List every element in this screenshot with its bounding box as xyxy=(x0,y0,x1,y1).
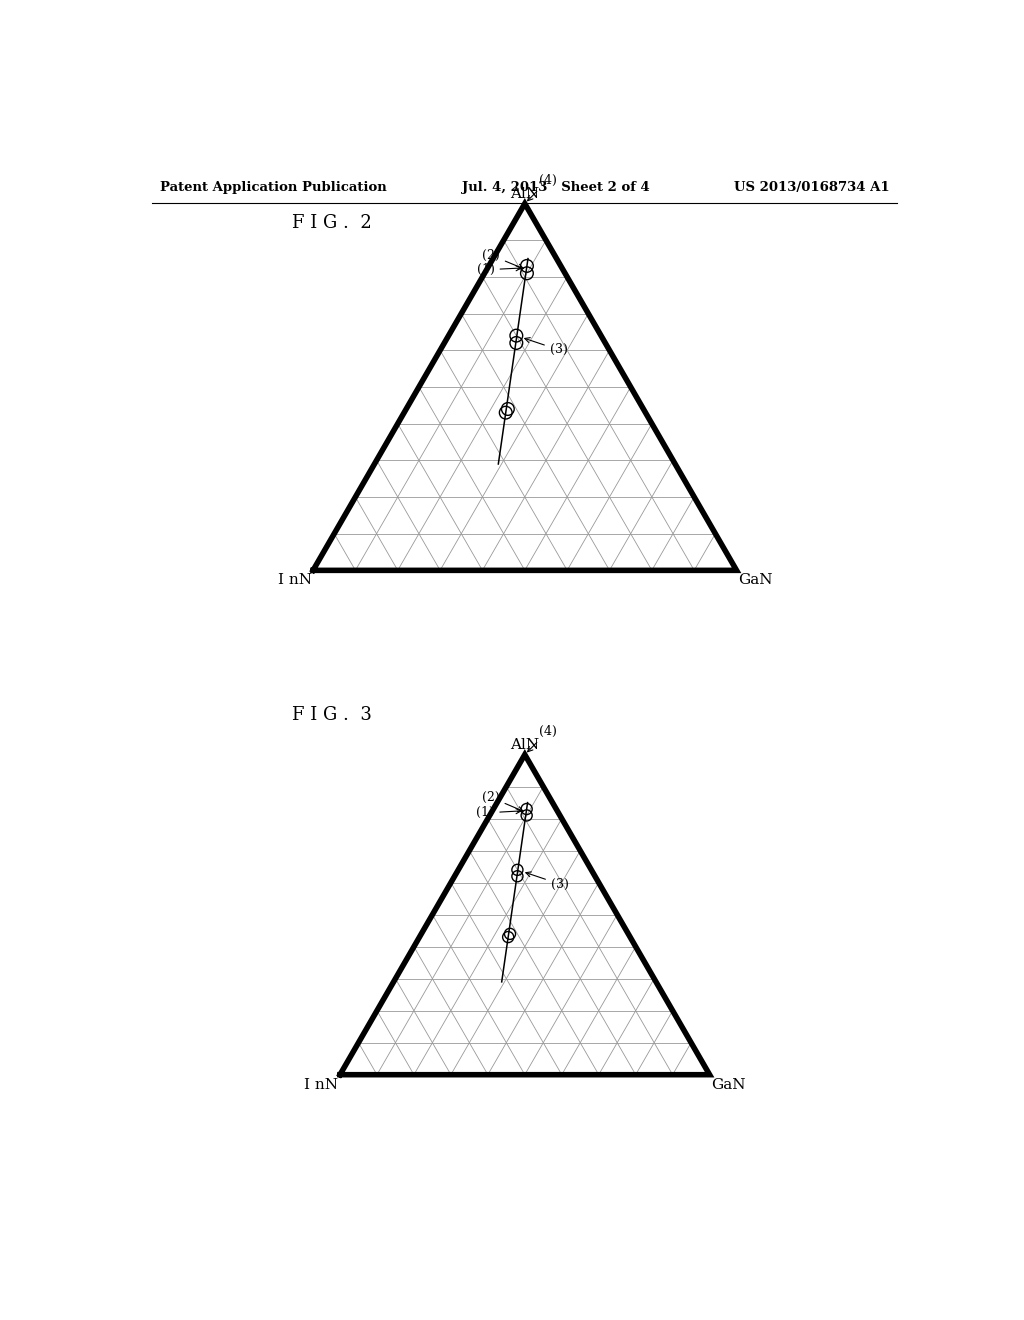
Text: I nN: I nN xyxy=(278,573,311,587)
Text: (2): (2) xyxy=(482,791,523,812)
Text: I nN: I nN xyxy=(304,1077,339,1092)
Text: (2): (2) xyxy=(482,248,523,269)
Text: (1): (1) xyxy=(476,807,521,820)
Text: (3): (3) xyxy=(524,338,567,356)
Text: Patent Application Publication: Patent Application Publication xyxy=(160,181,387,194)
Text: (4): (4) xyxy=(527,725,557,752)
Text: (3): (3) xyxy=(526,873,568,891)
Text: GaN: GaN xyxy=(738,573,772,587)
Text: (4): (4) xyxy=(527,174,557,201)
Text: (1): (1) xyxy=(477,263,521,276)
Text: US 2013/0168734 A1: US 2013/0168734 A1 xyxy=(734,181,890,194)
Text: AlN: AlN xyxy=(510,738,540,751)
Text: AlN: AlN xyxy=(510,186,540,201)
Text: F I G .  3: F I G . 3 xyxy=(292,706,372,725)
Text: F I G .  2: F I G . 2 xyxy=(292,214,372,231)
Text: Jul. 4, 2013   Sheet 2 of 4: Jul. 4, 2013 Sheet 2 of 4 xyxy=(462,181,649,194)
Text: GaN: GaN xyxy=(711,1077,745,1092)
